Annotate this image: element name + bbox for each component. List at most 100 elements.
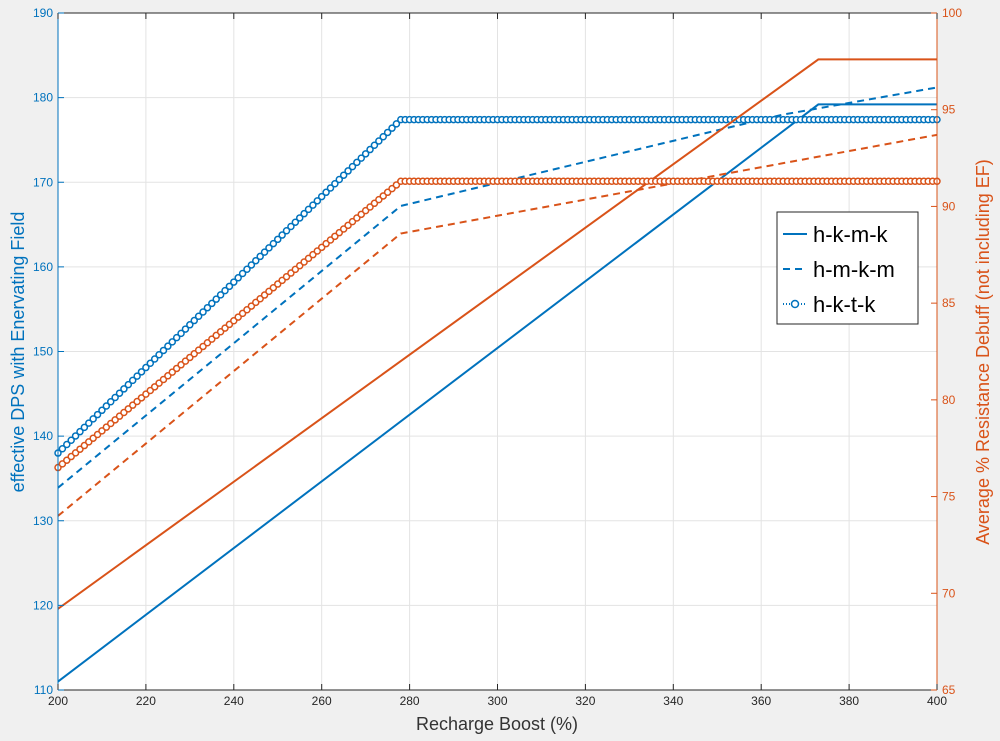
legend-label: h-k-m-k [813,222,889,247]
x-tick-label: 400 [927,694,947,708]
series-marker [181,325,190,333]
series-marker [282,227,291,235]
series-marker [67,436,75,444]
series-marker [89,415,97,423]
series-marker [58,445,67,453]
y-right-tick-label: 95 [942,103,956,117]
y-left-tick-label: 130 [33,514,53,528]
y-right-axis-label: Average % Resistance Debuff (not includi… [973,159,993,545]
legend[interactable]: h-k-m-k h-m-k-m h-k-t-k [776,211,919,325]
x-tick-label: 240 [224,694,244,708]
series-marker [146,359,155,368]
series-marker [120,385,128,393]
legend-label: h-m-k-m [813,257,895,282]
series-marker [124,380,133,389]
series-marker [383,128,392,137]
series-marker [76,427,84,436]
y-left-tick-label: 180 [33,91,53,105]
series-marker [353,158,361,167]
y-right-tick-label: 75 [942,490,956,504]
series-marker [247,261,256,269]
legend-entry-h-k-m-k[interactable]: h-k-m-k [783,222,889,247]
series-marker [304,205,313,214]
series-marker [388,124,396,132]
series-marker [379,132,387,141]
series-marker [361,150,370,158]
series-marker [317,192,326,201]
legend-entry-h-m-k-m[interactable]: h-m-k-m [783,257,895,282]
series-marker [348,162,357,171]
series-marker [63,440,71,449]
y-right-tick-label: 80 [942,393,956,407]
series-marker [274,235,282,244]
y-left-tick-label: 110 [34,683,53,697]
legend-label: h-k-t-k [813,292,876,317]
x-tick-label: 300 [487,694,507,708]
series-marker [199,308,207,316]
series-marker [155,350,163,359]
x-tick-label: 200 [48,694,68,708]
series-h-k-t-k-right [54,177,941,472]
series-marker [106,398,115,406]
series-marker [186,321,194,329]
series-marker [243,265,251,273]
series-marker [115,389,124,397]
series-h-k-t-k-left [54,115,941,457]
y-left-tick-label: 190 [33,6,53,20]
series-marker [287,222,295,231]
series-marker [111,393,119,402]
x-tick-label: 380 [839,694,859,708]
series-marker [260,248,269,256]
y-left-tick-label: 150 [33,345,53,359]
series-marker [265,244,273,252]
series-line [57,103,937,683]
y-left-axis-label: effective DPS with Enervating Field [8,212,28,493]
series-marker [168,338,177,346]
series-marker [366,145,374,154]
x-tick-label: 360 [751,694,771,708]
series-marker [309,201,317,209]
series-marker [230,278,238,286]
series-marker [322,188,330,197]
legend-entry-h-k-t-k[interactable]: h-k-t-k [783,292,876,317]
series-marker [238,269,247,278]
series-h-k-m-k-left [57,103,937,683]
y-right-tick-label: 65 [942,683,956,697]
series-marker [133,372,141,380]
series-marker [102,402,111,410]
series-line [57,133,938,517]
legend-marker [790,299,800,309]
series-marker [256,252,264,261]
series-marker [326,184,335,192]
series-marker [291,218,300,226]
series-marker [331,179,339,188]
series-layer [54,58,941,683]
y-right-tick-label: 100 [942,6,962,20]
series-marker [221,286,229,295]
series-line [57,86,938,489]
series-marker [216,291,225,299]
series-marker [295,214,304,222]
series-marker [339,171,348,179]
y-left-tick-label: 120 [33,598,53,612]
series-marker [252,256,260,265]
series-marker [300,209,308,218]
series-marker [269,239,278,248]
series-marker [370,141,379,150]
x-tick-label: 280 [400,694,420,708]
y-left-tick-label: 170 [33,175,53,189]
series-marker [344,167,352,175]
series-marker [194,312,203,321]
x-tick-label: 320 [575,694,595,708]
series-marker [212,295,220,303]
series-line [57,58,937,610]
y-left-tick-label: 160 [33,260,53,274]
series-marker [278,231,286,239]
x-tick-label: 220 [136,694,156,708]
series-marker [392,120,401,128]
y-left-tick-label: 140 [33,429,53,443]
series-marker [150,355,159,363]
series-marker [137,368,146,376]
series-marker [203,303,212,312]
